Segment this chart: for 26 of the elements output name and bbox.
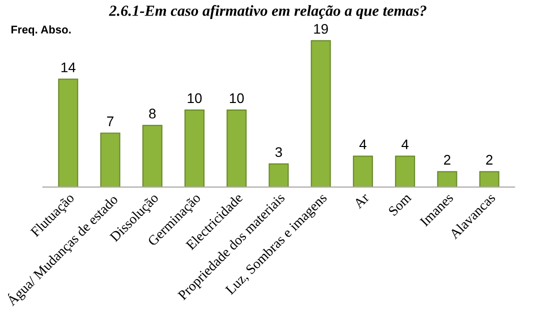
data-label: 2 [444,154,450,165]
data-label: 3 [275,147,282,158]
data-label: 7 [107,116,114,126]
data-label: 2 [486,154,492,165]
x-tick-label: Som [388,192,412,216]
data-label: 8 [149,108,156,119]
data-label: 10 [188,93,202,104]
bar [58,78,78,188]
bar [437,171,458,188]
data-label: 19 [314,24,328,34]
bar [310,40,331,188]
bar [352,156,373,188]
bar [184,109,205,188]
data-label: 4 [359,140,366,150]
bar [142,124,162,188]
bar [268,163,289,188]
bar [100,132,120,188]
bar [395,156,416,188]
data-label: 10 [230,93,244,104]
y-axis-title: Freq. Abso. [11,25,71,36]
bar [479,171,500,188]
data-label: 14 [61,62,76,72]
data-label: 4 [402,140,409,150]
x-tick-label: Ar [353,192,370,209]
chart-title: 2.6.1-Em caso afirmativo em relação a que temas? [108,5,426,20]
bar [226,109,247,188]
